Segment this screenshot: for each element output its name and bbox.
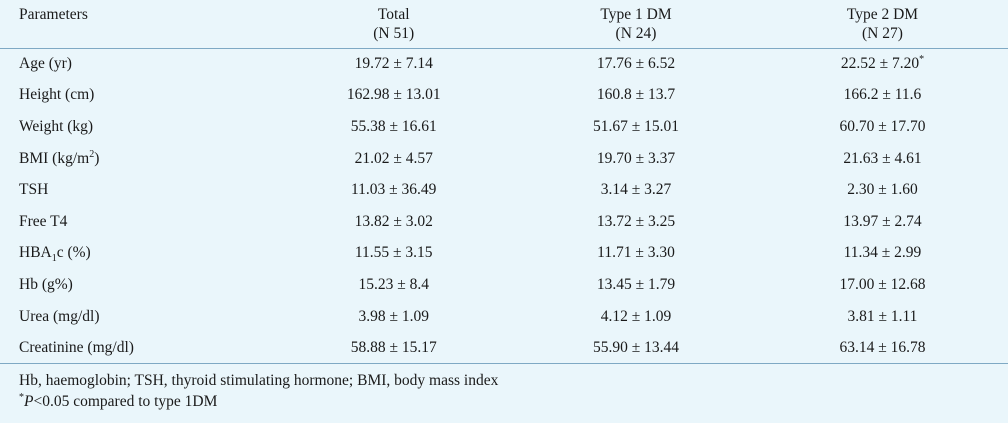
row-param: Free T4 bbox=[19, 212, 68, 230]
row-param: Urea (mg/dl) bbox=[19, 307, 100, 325]
cell-type1: 55.90 ± 13.44 bbox=[515, 332, 757, 365]
cell-total: 162.98 ± 13.01 bbox=[346, 86, 441, 104]
row-param: Creatinine (mg/dl) bbox=[0, 332, 273, 365]
row-param: Age (yr) bbox=[19, 55, 72, 73]
header-type2: Type 2 DM (N 27) bbox=[756, 0, 1008, 49]
table-row: Age (yr) 19.72 ± 7.14 17.76 ± 6.52 22.52… bbox=[0, 48, 1008, 80]
cell-type2: 63.14 ± 16.78 bbox=[756, 332, 1008, 365]
table-row: Free T4 13.82 ± 3.02 13.72 ± 3.25 13.97 … bbox=[0, 206, 1008, 238]
cell-type2: 2.30 ± 1.60 bbox=[847, 181, 918, 199]
cell-total: 55.38 ± 16.61 bbox=[350, 117, 437, 135]
cell-type2: 13.97 ± 2.74 bbox=[843, 212, 922, 230]
cell-type1: 11.71 ± 3.30 bbox=[597, 244, 675, 262]
significance-mark: * bbox=[919, 53, 925, 65]
subscript: 1 bbox=[51, 253, 57, 265]
cell-type1: 3.14 ± 3.27 bbox=[600, 181, 672, 199]
cell-type1: 51.67 ± 15.01 bbox=[592, 117, 679, 135]
row-param: Hb (g%) bbox=[19, 275, 73, 293]
row-param: BMI (kg/m2) bbox=[19, 148, 100, 167]
cell-total: 58.88 ± 15.17 bbox=[272, 332, 516, 365]
data-table: Parameters Total (N 51) Type 1 DM (N 24) T… bbox=[0, 0, 1008, 365]
cell-total: 21.02 ± 4.57 bbox=[354, 149, 433, 167]
superscript: 2 bbox=[89, 148, 95, 160]
cell-total: 3.98 ± 1.09 bbox=[358, 307, 429, 325]
cell-type2: 60.70 ± 17.70 bbox=[839, 117, 926, 135]
table-row: Creatinine (mg/dl) 58.88 ± 15.17 55.90 ±… bbox=[0, 332, 1008, 365]
table-row: TSH 11.03 ± 36.49 3.14 ± 3.27 2.30 ± 1.6… bbox=[0, 174, 1008, 206]
cell-type1: 13.45 ± 1.79 bbox=[596, 275, 676, 293]
cell-type1: 4.12 ± 1.09 bbox=[600, 307, 672, 325]
cell-type1: 17.76 ± 6.52 bbox=[596, 55, 676, 73]
cell-total: 11.03 ± 36.49 bbox=[350, 181, 437, 199]
row-param: TSH bbox=[19, 181, 49, 199]
cell-type2: 21.63 ± 4.61 bbox=[843, 149, 922, 167]
cell-type2: 11.34 ± 2.99 bbox=[843, 244, 922, 262]
cell-type2: 22.52 ± 7.20* bbox=[840, 53, 925, 73]
cell-total: 13.82 ± 3.02 bbox=[354, 212, 433, 230]
cell-type1: 13.72 ± 3.25 bbox=[596, 212, 676, 230]
table-row: BMI (kg/m2) 21.02 ± 4.57 19.70 ± 3.37 21… bbox=[0, 143, 1008, 175]
row-param: HBA1c (%) bbox=[19, 244, 91, 265]
cell-total: 15.23 ± 8.4 bbox=[358, 275, 429, 293]
table-row: Height (cm) 162.98 ± 13.01 160.8 ± 13.7 … bbox=[0, 80, 1008, 112]
cell-type1: 160.8 ± 13.7 bbox=[596, 86, 676, 104]
table-footnotes: Hb, haemoglobin; TSH, thyroid stimulatin… bbox=[0, 364, 1008, 412]
header-row: Parameters Total (N 51) Type 1 DM (N 24) T… bbox=[0, 0, 1008, 49]
footnote-abbreviations: Hb, haemoglobin; TSH, thyroid stimulatin… bbox=[19, 372, 499, 390]
table-row: Hb (g%) 15.23 ± 8.4 13.45 ± 1.79 17.00 ±… bbox=[0, 269, 1008, 301]
significance-mark: * bbox=[19, 392, 24, 404]
cell-type2: 17.00 ± 12.68 bbox=[839, 275, 926, 293]
header-parameters: Parameters bbox=[0, 0, 273, 49]
cell-total: 11.55 ± 3.15 bbox=[354, 244, 433, 262]
row-param: Weight (kg) bbox=[19, 117, 94, 135]
row-param: Height (cm) bbox=[19, 86, 95, 104]
cell-type1: 19.70 ± 3.37 bbox=[596, 149, 676, 167]
header-type1: Type 1 DM (N 24) bbox=[515, 0, 757, 49]
table-row: Urea (mg/dl) 3.98 ± 1.09 4.12 ± 1.09 3.8… bbox=[0, 301, 1008, 333]
table-row: HBA1c (%) 11.55 ± 3.15 11.71 ± 3.30 11.3… bbox=[0, 238, 1008, 270]
header-total: Total (N 51) bbox=[272, 0, 516, 49]
cell-type2: 3.81 ± 1.11 bbox=[847, 307, 918, 325]
footnote-significance: *P<0.05 compared to type 1DM bbox=[19, 392, 218, 411]
table-row: Weight (kg) 55.38 ± 16.61 51.67 ± 15.01 … bbox=[0, 111, 1008, 143]
cell-total: 19.72 ± 7.14 bbox=[354, 55, 433, 73]
cell-type2: 166.2 ± 11.6 bbox=[843, 86, 922, 104]
p-symbol: P bbox=[24, 393, 34, 411]
